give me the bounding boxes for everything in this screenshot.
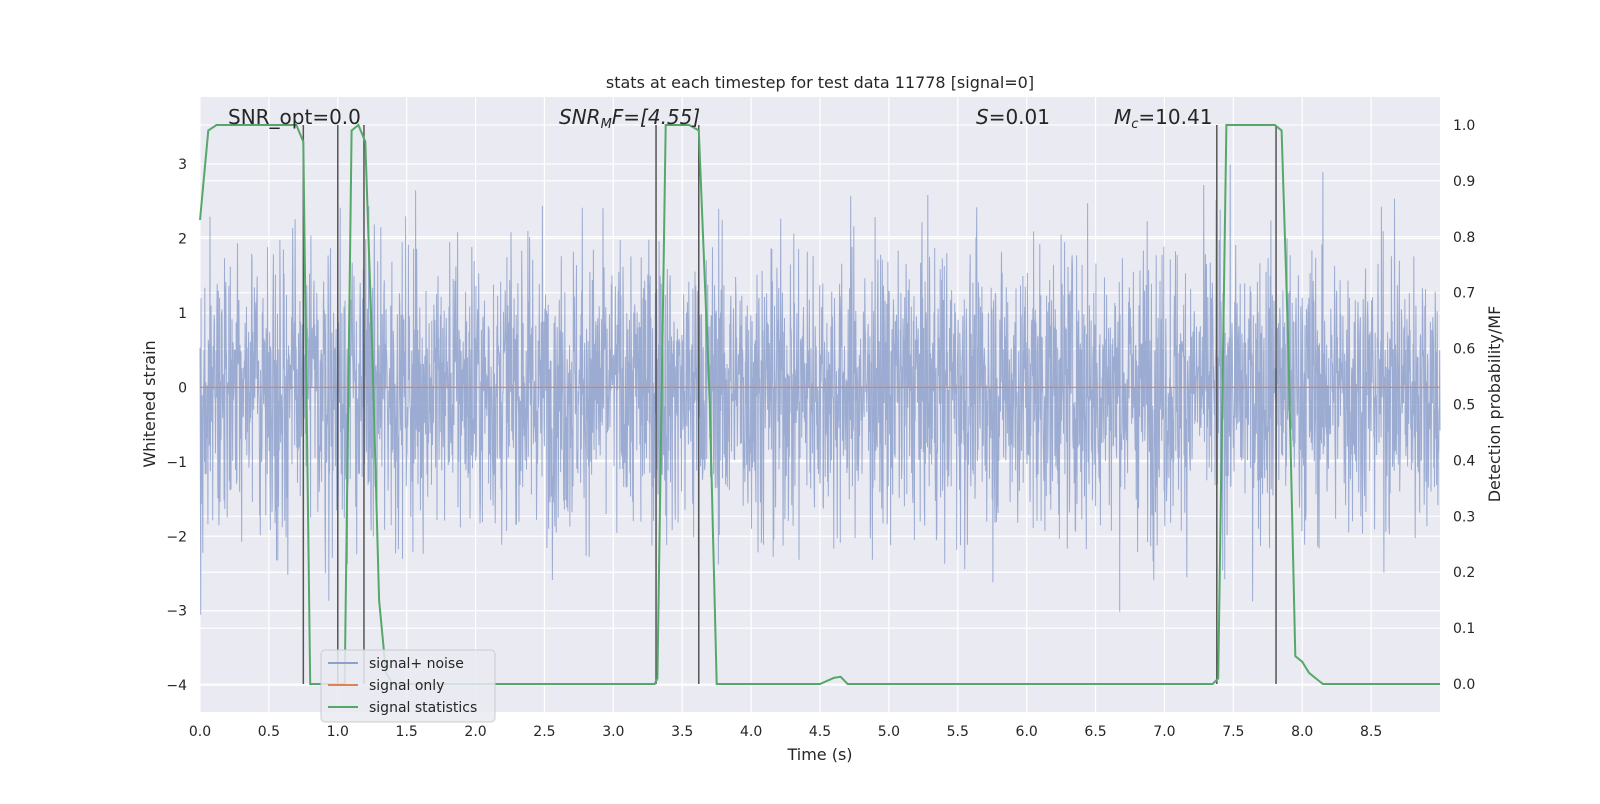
legend-box bbox=[320, 649, 496, 723]
annotation-s: S=0.01 bbox=[976, 105, 1050, 129]
x-tick-label: 0.5 bbox=[258, 724, 280, 740]
y-right-tick-label: 0.1 bbox=[1453, 621, 1475, 637]
annotation-snr-mf: SNRMF=[4.55] bbox=[559, 105, 700, 132]
y-right-tick-label: 0.4 bbox=[1453, 453, 1475, 469]
x-tick-label: 8.0 bbox=[1291, 724, 1313, 740]
x-tick-label: 6.0 bbox=[1016, 724, 1038, 740]
noise-series-line bbox=[199, 164, 1441, 615]
x-tick-label: 1.5 bbox=[396, 724, 418, 740]
annotation-snr-mf-rest: F=[4.55] bbox=[612, 105, 700, 129]
x-tick-label: 3.0 bbox=[602, 724, 624, 740]
x-tick-label: 4.0 bbox=[740, 724, 762, 740]
y-tick-label: 2 bbox=[178, 231, 187, 247]
annotation-mc-symbol: M bbox=[1114, 105, 1131, 129]
noise-series bbox=[199, 164, 1441, 615]
x-tick-label: 0.0 bbox=[189, 724, 211, 740]
annotation-s-value: =0.01 bbox=[989, 105, 1050, 129]
legend-label-signal-statistics: signal statistics bbox=[369, 700, 477, 716]
y-tick-label: −4 bbox=[166, 678, 187, 694]
x-tick-label: 3.5 bbox=[671, 724, 693, 740]
x-tick-label: 2.5 bbox=[533, 724, 555, 740]
y-right-tick-label: 0.2 bbox=[1453, 565, 1475, 581]
y-tick-label: 0 bbox=[178, 380, 187, 396]
legend-label-signal-only: signal only bbox=[369, 678, 444, 694]
x-tick-label: 1.0 bbox=[327, 724, 349, 740]
y-right-tick-label: 0.0 bbox=[1453, 677, 1475, 693]
tick-labels: 0.0 0.5 1.0 1.5 2.0 2.5 3.0 3.5 4.0 4.5 5.0 5.5 6.0 6… bbox=[166, 118, 1475, 740]
x-tick-label: 7.0 bbox=[1153, 724, 1175, 740]
y-axis-label: Whitened strain bbox=[140, 340, 159, 467]
chart-title: stats at each timestep for test data 117… bbox=[606, 73, 1034, 92]
y-right-tick-label: 0.7 bbox=[1453, 286, 1475, 302]
y-tick-label: −2 bbox=[166, 529, 187, 545]
annotation-snr-mf-symbol: SNR bbox=[559, 105, 601, 129]
y-axis-right-label: Detection probability/MF bbox=[1485, 306, 1504, 503]
x-tick-label: 8.5 bbox=[1360, 724, 1382, 740]
x-tick-label: 2.0 bbox=[464, 724, 486, 740]
annotation-mc-sub: c bbox=[1131, 117, 1138, 132]
annotation-mc: Mc=10.41 bbox=[1114, 105, 1212, 132]
y-right-tick-label: 0.8 bbox=[1453, 230, 1475, 246]
annotation-mc-value: =10.41 bbox=[1138, 105, 1212, 129]
x-tick-label: 5.5 bbox=[947, 724, 969, 740]
annotation-snr-opt: SNR_opt=0.0 bbox=[228, 105, 361, 129]
y-right-tick-label: 0.3 bbox=[1453, 509, 1475, 525]
y-tick-label: 3 bbox=[178, 157, 187, 173]
y-tick-label: −3 bbox=[166, 604, 187, 620]
y-tick-label: −1 bbox=[166, 455, 187, 471]
y-tick-label: 1 bbox=[178, 306, 187, 322]
x-axis-label: Time (s) bbox=[786, 745, 852, 764]
legend: signal+ noise signal only signal statist… bbox=[320, 649, 496, 723]
y-right-tick-label: 0.5 bbox=[1453, 398, 1475, 414]
legend-label-signal-noise: signal+ noise bbox=[369, 656, 464, 672]
annotation-s-symbol: S bbox=[976, 105, 989, 129]
x-tick-label: 7.5 bbox=[1222, 724, 1244, 740]
x-tick-label: 5.0 bbox=[878, 724, 900, 740]
x-tick-label: 6.5 bbox=[1084, 724, 1106, 740]
x-tick-label: 4.5 bbox=[809, 724, 831, 740]
y-right-tick-label: 0.9 bbox=[1453, 174, 1475, 190]
annotation-snr-mf-sub: M bbox=[601, 117, 612, 132]
y-right-tick-label: 0.6 bbox=[1453, 342, 1475, 358]
y-right-tick-label: 1.0 bbox=[1453, 118, 1475, 134]
